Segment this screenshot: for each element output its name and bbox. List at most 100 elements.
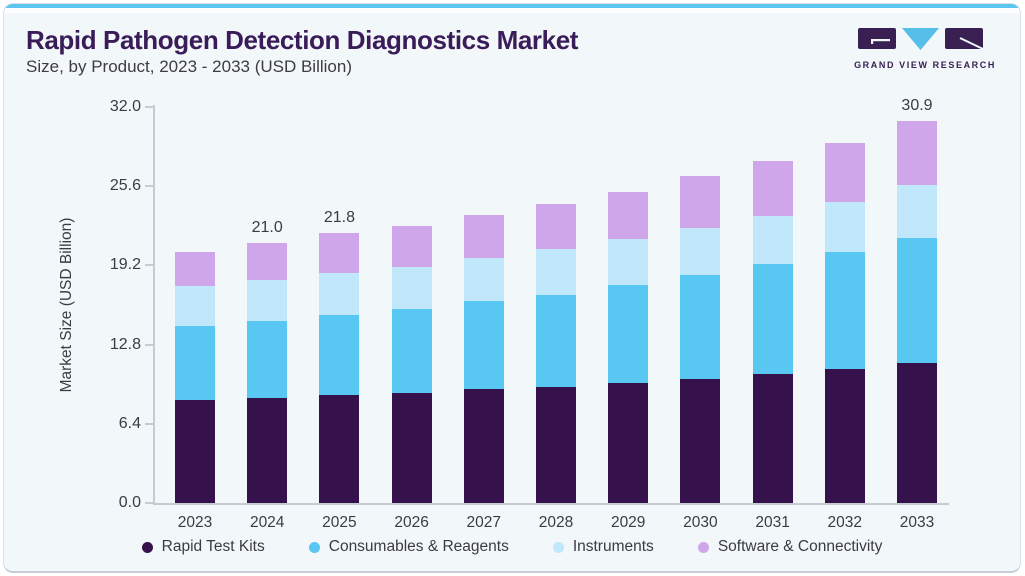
stacked-bar-chart: Market Size (USD Billion) 0.0 6.4 12.8 19.2…	[58, 97, 949, 531]
bar-segment-2025-software-connectivity	[319, 233, 360, 273]
bar-segment-2033-consumables-reagents	[897, 238, 937, 364]
bar-segment-2024-consumables-reagents	[247, 321, 288, 398]
bar-segment-2031-rapid-test-kits	[752, 374, 793, 503]
bar-segment-2029-instruments	[608, 239, 649, 286]
bar-segment-2028-rapid-test-kits	[536, 386, 576, 503]
bar-segment-2025-rapid-test-kits	[319, 395, 360, 503]
y-axis-title: Market Size (USD Billion)	[58, 217, 75, 393]
legend-item-software-connectivity: Software & Connectivity	[697, 538, 883, 556]
legend-dot-icon	[141, 541, 153, 553]
bar-segment-2023-rapid-test-kits	[175, 400, 215, 503]
bar-segment-2024-rapid-test-kits	[247, 397, 288, 503]
y-tick-label: 12.8	[109, 335, 141, 353]
y-tick-label: 0.0	[118, 494, 141, 511]
bar-segment-2032-instruments	[824, 202, 865, 252]
bar-segment-2026-consumables-reagents	[391, 308, 432, 393]
bar-segment-2028-software-connectivity	[536, 203, 576, 250]
legend-dot-icon	[308, 541, 320, 553]
bar-segment-2023-consumables-reagents	[175, 326, 215, 401]
legend: Rapid Test Kits Consumables & Reagents Ins…	[4, 538, 1020, 556]
x-tick-label-2023: 2023	[177, 514, 213, 531]
legend-item-consumables-reagents: Consumables & Reagents	[308, 538, 509, 556]
bar-segment-2030-consumables-reagents	[680, 275, 721, 380]
header: Rapid Pathogen Detection Diagnostics Mar…	[26, 26, 996, 78]
x-tick-label-2024: 2024	[249, 514, 285, 531]
bar-segment-2023-instruments	[175, 286, 215, 327]
bar-segment-2027-software-connectivity	[463, 214, 504, 258]
x-tick-label-2028: 2028	[538, 514, 574, 531]
bar-segment-2032-rapid-test-kits	[824, 369, 865, 503]
y-tick-mark	[145, 422, 153, 425]
card-top-accent-bar	[4, 4, 1020, 13]
bar-segment-2032-consumables-reagents	[824, 251, 865, 370]
x-tick-label-2027: 2027	[466, 514, 502, 531]
legend-label: Instruments	[572, 538, 654, 555]
bar-segment-2026-rapid-test-kits	[391, 392, 432, 503]
bar-segment-2031-software-connectivity	[752, 161, 793, 216]
legend-label: Software & Connectivity	[717, 538, 883, 555]
bar-segment-2030-rapid-test-kits	[680, 379, 721, 503]
bar-segment-2025-instruments	[319, 272, 360, 315]
bar-segment-2033-software-connectivity	[897, 120, 937, 185]
title-block: Rapid Pathogen Detection Diagnostics Mar…	[26, 26, 578, 78]
bar-segment-2029-software-connectivity	[608, 192, 649, 240]
bar-segment-2033-rapid-test-kits	[897, 363, 937, 503]
x-axis-line	[153, 503, 949, 505]
data-label-2025: 21.8	[323, 209, 355, 227]
x-tick-label-2025: 2025	[322, 514, 357, 531]
logo-v-triangle	[902, 28, 940, 50]
bar-segment-2027-instruments	[463, 257, 504, 302]
y-tick-mark	[145, 343, 153, 346]
y-tick-mark	[145, 502, 153, 504]
gvr-logo: GRAND VIEW RESEARCH	[854, 28, 996, 70]
bar-segment-2027-consumables-reagents	[463, 301, 504, 390]
logo-g-mark	[871, 39, 891, 42]
y-tick-mark	[145, 264, 153, 267]
bar-segment-2029-rapid-test-kits	[608, 382, 649, 503]
y-axis-line	[153, 105, 155, 503]
legend-item-instruments: Instruments	[552, 538, 654, 556]
bar-segment-2025-consumables-reagents	[319, 314, 360, 396]
bar-segment-2033-instruments	[897, 184, 937, 239]
x-tick-label-2030: 2030	[683, 514, 718, 531]
legend-dot-icon	[552, 541, 564, 553]
x-tick-label-2029: 2029	[610, 514, 646, 531]
legend-item-rapid-test-kits: Rapid Test Kits	[141, 538, 265, 556]
bar-segment-2031-consumables-reagents	[752, 264, 793, 375]
logo-r-leg	[959, 37, 984, 50]
chart-card: Rapid Pathogen Detection Diagnostics Mar…	[3, 3, 1021, 573]
y-tick-mark	[145, 106, 153, 108]
y-tick-label: 32.0	[109, 98, 141, 115]
bar-segment-2026-software-connectivity	[391, 225, 432, 267]
bar-segment-2028-consumables-reagents	[536, 295, 576, 387]
x-tick-label-2026: 2026	[394, 514, 429, 531]
y-tick-mark	[145, 185, 153, 188]
bar-segment-2030-software-connectivity	[680, 176, 721, 229]
x-tick-label-2031: 2031	[755, 514, 790, 531]
bar-segment-2030-instruments	[680, 228, 721, 276]
legend-dot-icon	[697, 541, 709, 553]
data-label-2033: 30.9	[901, 96, 933, 114]
bar-segment-2023-software-connectivity	[175, 251, 215, 287]
bar-segment-2031-instruments	[752, 215, 793, 265]
bar-segment-2024-software-connectivity	[247, 243, 288, 281]
page-title: Rapid Pathogen Detection Diagnostics Mar…	[26, 25, 579, 55]
legend-label: Rapid Test Kits	[161, 538, 265, 555]
bar-segment-2026-instruments	[391, 266, 432, 309]
y-tick-label: 25.6	[109, 177, 141, 195]
x-tick-label-2032: 2032	[827, 514, 863, 531]
y-tick-label: 6.4	[118, 414, 141, 432]
gvr-logo-icon	[858, 28, 984, 50]
bar-segment-2027-rapid-test-kits	[463, 389, 504, 503]
bar-segment-2028-instruments	[536, 249, 576, 296]
bar-segment-2029-consumables-reagents	[608, 285, 649, 383]
logo-g-block	[858, 28, 897, 49]
bar-segment-2024-instruments	[247, 280, 288, 322]
legend-label: Consumables & Reagents	[328, 538, 509, 555]
bar-segment-2032-software-connectivity	[824, 142, 865, 203]
logo-text: GRAND VIEW RESEARCH	[854, 60, 996, 70]
y-tick-label: 19.2	[109, 256, 141, 274]
page-subtitle: Size, by Product, 2023 - 2033 (USD Billi…	[26, 57, 352, 76]
x-tick-label-2033: 2033	[899, 514, 935, 531]
data-label-2024: 21.0	[251, 219, 283, 237]
